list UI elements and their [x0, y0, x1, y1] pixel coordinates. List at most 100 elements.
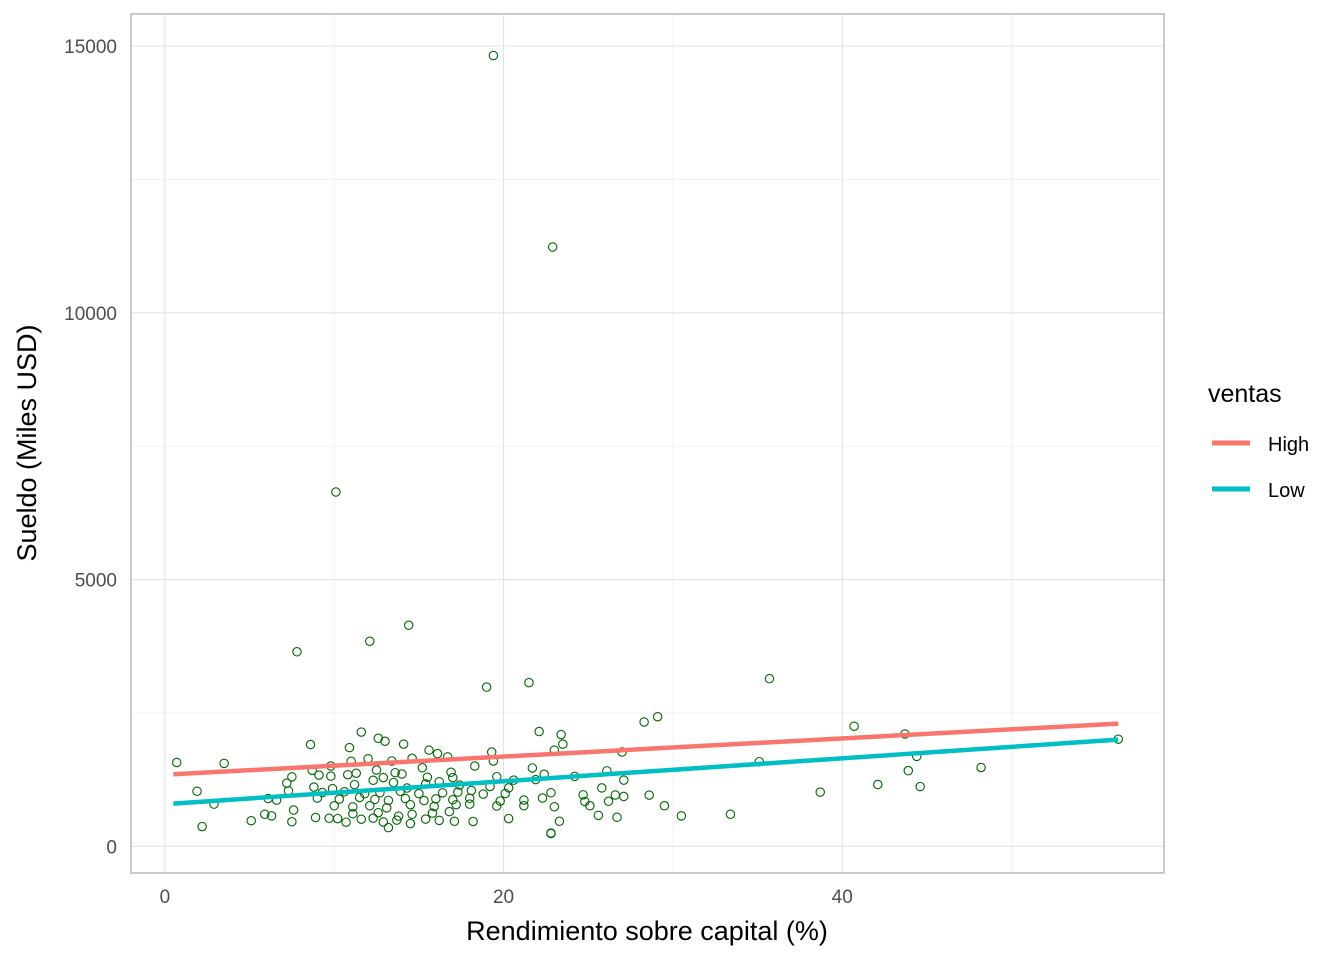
- x-tick-label: 40: [832, 887, 853, 908]
- scatter-point: [378, 772, 389, 783]
- x-axis-tick-labels: 0 20 40: [160, 887, 853, 908]
- scatter-point: [429, 801, 439, 812]
- scatter-point: [549, 801, 560, 812]
- scatter-point: [593, 810, 604, 821]
- legend-title: ventas: [1208, 380, 1282, 408]
- major-horizontal-gridlines: [131, 45, 1164, 847]
- scatter-point: [349, 779, 360, 790]
- scatter-point: [873, 779, 883, 790]
- scatter-point: [309, 782, 319, 792]
- scatter-point: [326, 771, 336, 781]
- scatter-point: [470, 761, 480, 771]
- scatter-point: [288, 805, 299, 815]
- scatter-point: [725, 809, 736, 820]
- scatter-point: [405, 818, 416, 829]
- scatter-point: [348, 809, 358, 819]
- scatter-point: [534, 726, 544, 737]
- scatter-point: [468, 816, 478, 827]
- minor-horizontal-gridlines: [131, 178, 1164, 714]
- scatter-point: [554, 816, 565, 826]
- scatter-point: [368, 813, 378, 823]
- scatter-point: [481, 682, 492, 692]
- scatter-point: [448, 795, 458, 805]
- scatter-point: [417, 763, 428, 773]
- scatter-point: [537, 793, 548, 803]
- scatter-point: [446, 767, 456, 778]
- scatter-point: [398, 739, 409, 749]
- scatter-point: [976, 762, 986, 773]
- scatter-point: [407, 809, 417, 820]
- scatter-point: [524, 677, 534, 688]
- scatter-point: [390, 767, 400, 778]
- scatter-point: [815, 787, 825, 797]
- scatter-point: [368, 775, 378, 786]
- scatter-point: [444, 806, 455, 817]
- scatter-point: [397, 769, 407, 779]
- scatter-point: [464, 799, 475, 809]
- panel-border: [130, 13, 1165, 874]
- scatter-point: [547, 242, 558, 252]
- legend-label-high: High: [1268, 434, 1309, 456]
- scatter-point: [503, 813, 514, 824]
- scatter-point: [292, 647, 302, 657]
- scatter-point: [383, 795, 394, 806]
- scatter-point: [324, 813, 334, 824]
- scatter-point: [344, 742, 355, 753]
- scatter-point: [495, 796, 505, 806]
- scatter-point: [365, 636, 375, 646]
- trend-lines: [173, 721, 1119, 806]
- scatter-point: [378, 817, 389, 827]
- scatter-point: [383, 822, 394, 833]
- legend-entry-low: Low: [1212, 480, 1305, 502]
- scatter-point: [453, 787, 463, 797]
- y-tick-label: 0: [106, 837, 117, 858]
- scatter-point: [419, 795, 429, 806]
- scatter-point: [659, 801, 670, 811]
- scatter-point: [403, 620, 414, 631]
- scatter-point: [437, 788, 448, 798]
- scatter-point: [500, 788, 511, 799]
- scatter-point: [393, 811, 404, 821]
- y-axis-title: Sueldo (Miles USD): [12, 324, 42, 561]
- scatter-point: [305, 739, 316, 750]
- scatter-point: [370, 794, 380, 805]
- scatter-point: [348, 802, 358, 812]
- scatter-point: [427, 808, 438, 818]
- scatter-point: [434, 815, 444, 826]
- panel-background: [131, 14, 1164, 873]
- scatter-point: [464, 793, 475, 804]
- scatter-point: [356, 814, 367, 824]
- scatter-point: [492, 801, 502, 811]
- scatter-point: [432, 748, 443, 759]
- scatter-point: [578, 790, 588, 800]
- scatter-point: [915, 781, 925, 792]
- legend: ventas High Low: [1208, 380, 1309, 502]
- scatter-point: [639, 717, 649, 727]
- scatter-point: [597, 783, 607, 793]
- scatter-point: [644, 790, 654, 800]
- scatter-point: [546, 788, 556, 798]
- scatter-point: [652, 711, 663, 722]
- scatter-point: [519, 795, 529, 805]
- scatter-point: [422, 772, 433, 782]
- scatter-point: [400, 793, 411, 804]
- y-axis-tick-labels: 0 5000 10000 15000: [64, 37, 117, 858]
- scatter-point: [527, 763, 538, 773]
- scatter-point: [371, 765, 382, 775]
- scatter-point: [619, 775, 629, 785]
- scatter-point: [197, 821, 207, 832]
- scatter-point: [503, 783, 514, 793]
- scatter-point: [246, 815, 256, 826]
- scatter-point: [424, 745, 434, 755]
- scatter-point: [451, 799, 461, 810]
- scatter-point: [420, 814, 431, 824]
- scatter-point: [519, 801, 529, 811]
- trend-line-high: [173, 721, 1119, 777]
- scatter-point: [764, 673, 775, 684]
- scatter-point: [849, 721, 859, 731]
- scatter-point: [219, 758, 229, 769]
- scatter-point: [287, 772, 297, 782]
- scatter-point: [365, 801, 375, 811]
